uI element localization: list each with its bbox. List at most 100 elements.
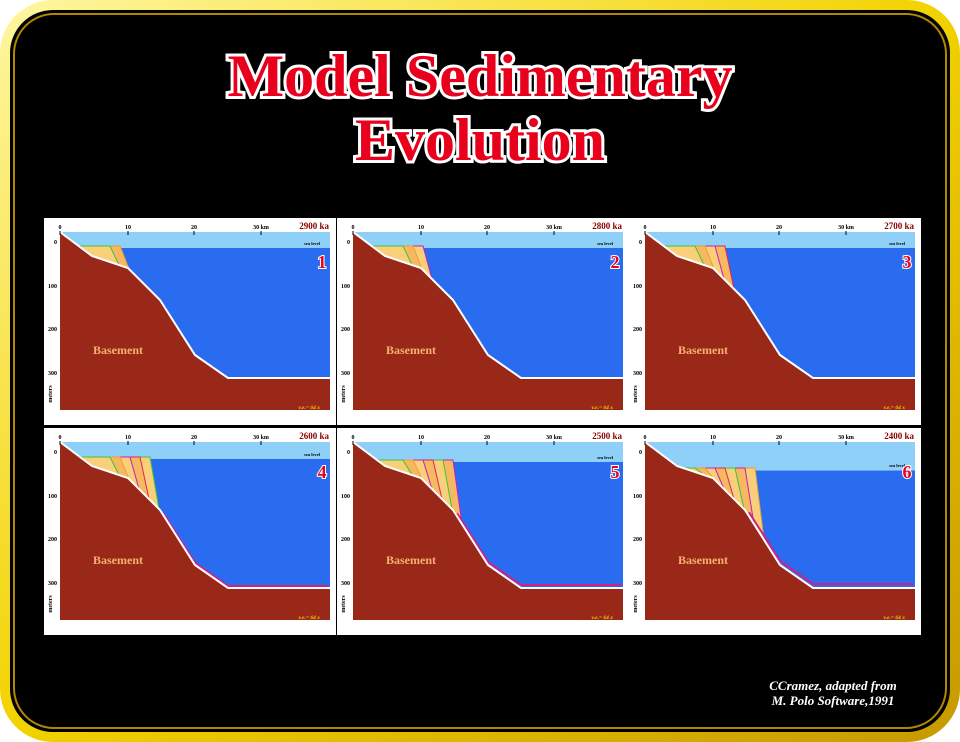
- panel-number: 4: [318, 462, 327, 482]
- basin-layer: [456, 512, 621, 586]
- x-tick-label: 10: [418, 225, 424, 231]
- basement: [353, 442, 623, 620]
- sea-level-label: sea level: [597, 455, 614, 460]
- sea-level-label: sea level: [889, 463, 906, 468]
- y-tick-label: 0: [347, 240, 350, 246]
- y-tick-label: 100: [633, 494, 642, 500]
- basement: [645, 442, 915, 620]
- basement-surface: [352, 231, 623, 379]
- x-tick-label: 0: [352, 225, 355, 231]
- basement-label: Basement: [678, 553, 728, 567]
- y-tick-label: 0: [347, 450, 350, 456]
- shallow-water: [60, 232, 330, 248]
- credit-line: M. Polo Software,1991: [771, 693, 895, 708]
- x-tick-label: 10: [418, 435, 424, 441]
- y-axis-label: meters: [48, 595, 54, 613]
- y-tick-label: 200: [48, 537, 57, 543]
- y-tick-label: 0: [639, 450, 642, 456]
- y-axis-label: meters: [48, 385, 54, 403]
- age-label: 2600 ka: [299, 431, 329, 441]
- age-label: 2800 ka: [592, 221, 622, 231]
- scale-label: v.e.= 64 x: [883, 615, 905, 621]
- age-label: 2500 ka: [592, 431, 622, 441]
- basement-surface: [644, 231, 915, 379]
- x-tick-label: 0: [59, 435, 62, 441]
- age-label: 2400 ka: [884, 431, 914, 441]
- shallow-water: [645, 232, 915, 248]
- x-tick-label: 10: [125, 225, 131, 231]
- scale-label: v.e.= 64 x: [591, 615, 613, 621]
- shallow-water: [353, 232, 623, 248]
- y-tick-label: 300: [48, 371, 57, 377]
- y-tick-label: 200: [341, 537, 350, 543]
- x-tick-label: 30 km: [546, 435, 562, 441]
- basement-label: Basement: [93, 553, 143, 567]
- scale-label: v.e.= 64 x: [298, 615, 320, 621]
- y-axis-label: meters: [633, 385, 639, 403]
- x-tick-label: 20: [776, 225, 782, 231]
- y-tick-label: 200: [341, 327, 350, 333]
- y-tick-label: 300: [633, 371, 642, 377]
- age-label: 2900 ka: [299, 221, 329, 231]
- x-tick-label: 10: [710, 435, 716, 441]
- basement: [60, 442, 330, 620]
- y-tick-label: 200: [633, 537, 642, 543]
- shallow-water: [645, 442, 915, 470]
- y-axis-label: meters: [341, 385, 347, 403]
- sea-level-label: sea level: [597, 241, 614, 246]
- panel: 0 10 20 30 km 0 100 200 300 meters 2600 ka sea lev…: [44, 428, 336, 635]
- basement: [645, 232, 915, 410]
- x-tick-label: 20: [191, 225, 197, 231]
- y-tick-label: 300: [48, 581, 57, 587]
- basement-surface: [644, 441, 915, 589]
- basement-label: Basement: [386, 343, 436, 357]
- scale-label: v.e.= 64 x: [298, 405, 320, 411]
- age-label: 2700 ka: [884, 221, 914, 231]
- title-line: Model Sedimentary: [228, 43, 733, 109]
- x-tick-label: 0: [59, 225, 62, 231]
- x-tick-label: 20: [484, 435, 490, 441]
- y-tick-label: 200: [633, 327, 642, 333]
- basement-label: Basement: [678, 343, 728, 357]
- x-tick-label: 30 km: [838, 435, 854, 441]
- title-line: Evolution: [355, 107, 605, 173]
- x-tick-label: 30 km: [253, 225, 269, 231]
- basement-surface: [352, 441, 623, 589]
- basement-label: Basement: [386, 553, 436, 567]
- basement: [353, 232, 623, 410]
- x-tick-label: 30 km: [838, 225, 854, 231]
- x-tick-label: 10: [125, 435, 131, 441]
- panel: 0 10 20 30 km 0 100 200 300 meters 2700 ka sea lev…: [629, 218, 921, 425]
- sea-level-label: sea level: [304, 452, 321, 457]
- x-tick-label: 30 km: [253, 435, 269, 441]
- y-axis-label: meters: [341, 595, 347, 613]
- y-tick-label: 100: [341, 494, 350, 500]
- panel-number: 3: [903, 252, 912, 272]
- y-tick-label: 100: [633, 284, 642, 290]
- x-tick-label: 20: [776, 435, 782, 441]
- scale-label: v.e.= 64 x: [591, 405, 613, 411]
- sea-level-label: sea level: [304, 241, 321, 246]
- y-tick-label: 100: [341, 284, 350, 290]
- x-tick-label: 30 km: [546, 225, 562, 231]
- y-axis-label: meters: [633, 595, 639, 613]
- shallow-water: [353, 442, 623, 462]
- panel: 0 10 20 30 km 0 100 200 300 meters 2800 ka sea lev…: [337, 218, 629, 425]
- x-tick-label: 0: [352, 435, 355, 441]
- x-tick-label: 10: [710, 225, 716, 231]
- scale-label: v.e.= 64 x: [883, 405, 905, 411]
- basin-layer: [163, 513, 328, 587]
- basement-label: Basement: [93, 343, 143, 357]
- panel-number: 6: [903, 462, 912, 482]
- y-tick-label: 0: [54, 240, 57, 246]
- y-tick-label: 200: [48, 327, 57, 333]
- y-tick-label: 0: [639, 240, 642, 246]
- panel-number: 5: [611, 462, 620, 482]
- x-tick-label: 20: [484, 225, 490, 231]
- credit-line: CCramez, adapted from: [769, 678, 896, 693]
- y-tick-label: 300: [341, 371, 350, 377]
- panel: 0 10 20 30 km 0 100 200 300 meters 2500 ka sea lev…: [337, 428, 629, 635]
- sea-level-label: sea level: [889, 241, 906, 246]
